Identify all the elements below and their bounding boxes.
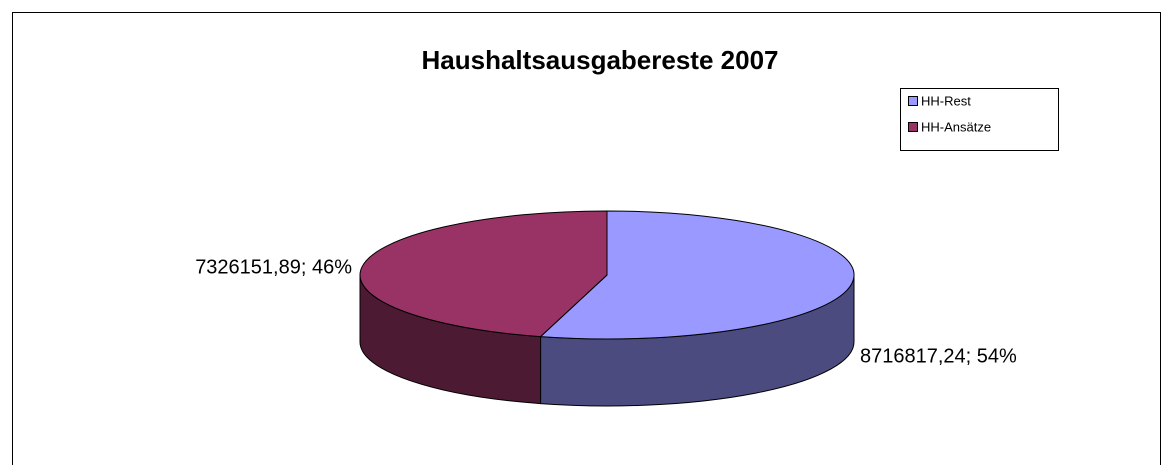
legend-swatch — [908, 122, 918, 132]
slice-top — [539, 210, 855, 340]
chart-title: Haushaltsausgabereste 2007 — [422, 45, 779, 75]
legend-swatch — [908, 96, 918, 106]
data-label: 7326151,89; 46% — [195, 256, 352, 278]
data-label: 8716817,24; 54% — [860, 345, 1017, 367]
legend-box — [900, 88, 1059, 151]
legend-label: HH-Rest — [921, 93, 971, 108]
pie-slice — [539, 210, 855, 407]
pie-slice — [359, 210, 608, 405]
legend-label: HH-Ansätze — [921, 119, 991, 134]
slice-top — [359, 210, 608, 338]
chart-frame — [12, 12, 1161, 465]
